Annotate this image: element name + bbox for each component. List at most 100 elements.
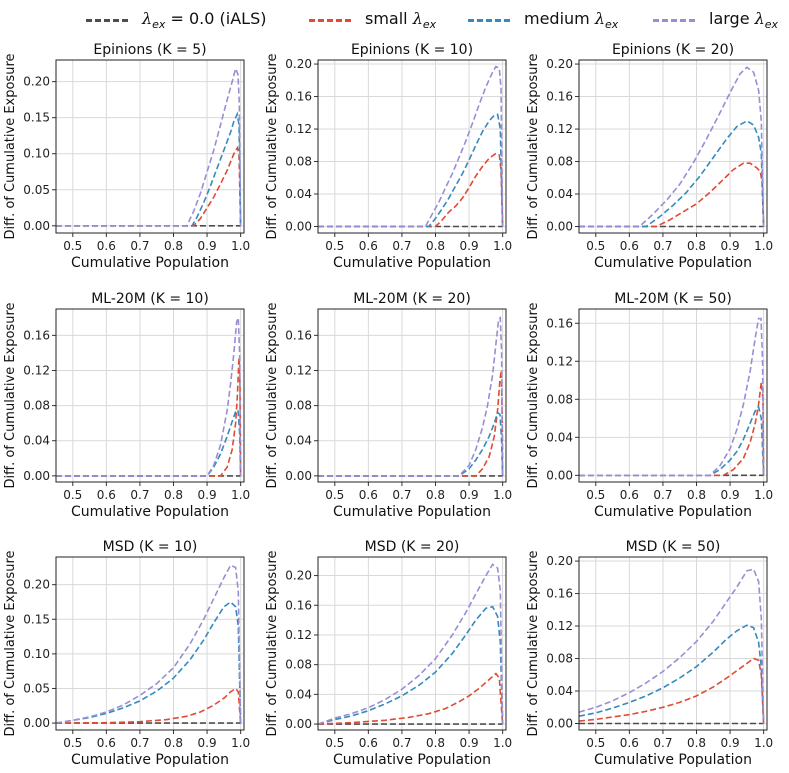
x-tick-label: 1.0 (754, 488, 773, 502)
x-tick-label: 0.6 (620, 239, 639, 253)
series-line-4 (56, 317, 242, 477)
y-tick-label: 0.10 (23, 147, 50, 161)
y-tick-label: 0.20 (23, 75, 50, 89)
y-tick-label: 0.08 (285, 399, 312, 413)
chart-6: 0.5 0.6 0.7 0.8 0.9 1.0 0.00 0.04 0.08 0.12 0.16 ML… (526, 291, 773, 520)
x-tick-label: 0.8 (164, 239, 183, 253)
chart-title: ML-20M (K = 50) (614, 291, 732, 307)
y-axis-label: Diff. of Cumulative Exposure (526, 550, 541, 736)
x-tick-label: 0.5 (63, 239, 82, 253)
y-tick-label: 0.10 (23, 647, 50, 661)
plot-frame (55, 59, 245, 234)
y-tick-label: 0.00 (285, 220, 312, 234)
y-axis-label: Diff. of Cumulative Exposure (526, 53, 541, 239)
x-axis-label: Cumulative Population (71, 504, 229, 520)
y-tick-label: 0.08 (546, 392, 573, 406)
series-line-2 (579, 382, 765, 477)
x-axis-label: Cumulative Population (594, 504, 752, 520)
y-tick-label: 0.00 (23, 716, 50, 730)
x-tick-label: 0.8 (426, 736, 445, 750)
plot-area (318, 60, 506, 233)
series-line-4 (318, 315, 504, 477)
y-tick-label: 0.12 (285, 363, 312, 377)
x-tick-label: 1.0 (231, 239, 250, 253)
y-tick-label: 0.05 (23, 183, 50, 197)
chart-title: MSD (K = 20) (365, 539, 460, 555)
y-tick-label: 0.00 (546, 220, 573, 234)
x-tick-label: 0.9 (198, 736, 217, 750)
plot-area (56, 60, 244, 233)
y-tick-label: 0.15 (23, 111, 50, 125)
y-tick-label: 0.04 (285, 687, 312, 701)
chart-title: Epinions (K = 10) (351, 42, 473, 58)
x-tick-label: 0.5 (63, 488, 82, 502)
x-tick-label: 0.7 (392, 239, 411, 253)
plot-area (318, 557, 506, 730)
legend-label-ials: λex = 0.0 (iALS) (142, 8, 267, 32)
x-tick-label: 0.9 (198, 488, 217, 502)
y-tick-label: 0.04 (546, 187, 573, 201)
y-tick-label: 0.08 (285, 155, 312, 169)
chart-5: 0.5 0.6 0.7 0.8 0.9 1.0 0.00 0.04 0.08 0.12 0.16 ML… (265, 291, 512, 520)
x-tick-label: 0.8 (687, 488, 706, 502)
plot-area (579, 309, 767, 482)
chart-1: 0.5 0.6 0.7 0.8 0.9 1.0 0.00 0.05 0.10 0.15 0.20 Ep… (3, 42, 250, 271)
plot-frame (578, 556, 768, 731)
x-axis-label: Cumulative Population (71, 752, 229, 768)
series-line-4 (318, 65, 504, 228)
x-axis-label: Cumulative Population (594, 752, 752, 768)
series-line-4 (579, 66, 765, 228)
y-axis-label: Diff. of Cumulative Exposure (3, 302, 18, 488)
y-tick-label: 0.12 (546, 122, 573, 136)
series-line-4 (579, 317, 765, 477)
x-tick-label: 1.0 (493, 736, 512, 750)
y-tick-label: 0.08 (285, 658, 312, 672)
plot-frame (578, 308, 768, 483)
x-tick-label: 0.9 (721, 736, 740, 750)
y-tick-label: 0.00 (546, 468, 573, 482)
y-axis-label: Diff. of Cumulative Exposure (265, 53, 280, 239)
y-tick-label: 0.04 (285, 434, 312, 448)
plot-frame (317, 556, 507, 731)
chart-title: Epinions (K = 5) (93, 42, 206, 58)
x-tick-label: 0.8 (687, 239, 706, 253)
series-line-3 (579, 119, 765, 228)
y-tick-label: 0.20 (285, 57, 312, 71)
y-tick-label: 0.16 (23, 328, 50, 342)
plot-area (579, 60, 767, 233)
y-tick-label: 0.12 (546, 354, 573, 368)
plot-area (318, 309, 506, 482)
y-axis-label: Diff. of Cumulative Exposure (3, 53, 18, 239)
y-tick-label: 0.20 (23, 578, 50, 592)
x-axis-label: Cumulative Population (71, 255, 229, 271)
x-tick-label: 0.6 (97, 239, 116, 253)
chart-4: 0.5 0.6 0.7 0.8 0.9 1.0 0.00 0.04 0.08 0.12 0.16 ML… (3, 291, 250, 520)
y-tick-label: 0.16 (546, 90, 573, 104)
y-tick-label: 0.20 (546, 554, 573, 568)
y-tick-label: 0.08 (546, 155, 573, 169)
series-line-3 (579, 405, 765, 477)
series-line-3 (56, 111, 242, 227)
x-tick-label: 0.7 (130, 239, 149, 253)
chart-title: Epinions (K = 20) (612, 42, 734, 58)
x-tick-label: 0.5 (586, 736, 605, 750)
x-tick-label: 1.0 (754, 239, 773, 253)
legend-label-large: large λex (709, 8, 779, 32)
y-tick-label: 0.16 (546, 316, 573, 330)
y-tick-label: 0.20 (546, 57, 573, 71)
y-tick-label: 0.08 (23, 399, 50, 413)
x-tick-label: 0.5 (63, 736, 82, 750)
x-axis-label: Cumulative Population (594, 255, 752, 271)
plot-frame (55, 308, 245, 483)
x-tick-label: 0.7 (653, 488, 672, 502)
x-tick-label: 0.6 (359, 736, 378, 750)
legend-swatch-small (309, 18, 351, 22)
x-tick-label: 0.7 (130, 736, 149, 750)
x-tick-label: 0.5 (325, 736, 344, 750)
series-line-2 (579, 162, 765, 228)
x-tick-label: 0.5 (586, 488, 605, 502)
chart-title: ML-20M (K = 10) (91, 291, 209, 307)
y-tick-label: 0.00 (546, 717, 573, 731)
x-tick-label: 1.0 (231, 488, 250, 502)
x-tick-label: 1.0 (754, 736, 773, 750)
